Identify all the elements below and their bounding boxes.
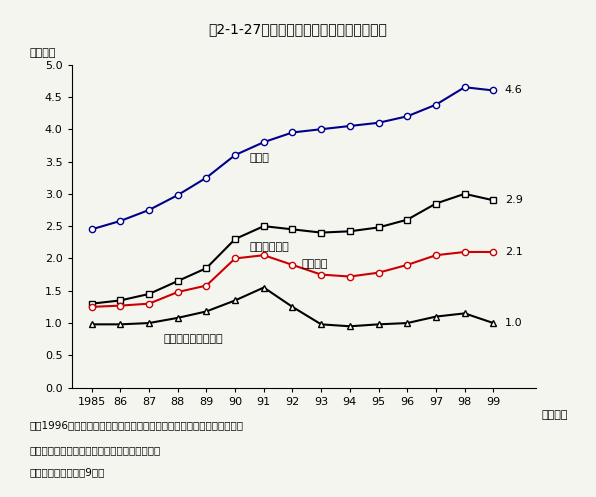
Text: 有形固定資産購入費: 有形固定資産購入費 bbox=[163, 334, 223, 344]
Text: 1.0: 1.0 bbox=[505, 318, 523, 328]
Text: （参照：付属資料（9））: （参照：付属資料（9）） bbox=[30, 467, 105, 477]
Text: 原材料費: 原材料費 bbox=[301, 258, 328, 268]
Text: 注）1996年度よりソフトウェア業が新たに調査対象業種となっている。: 注）1996年度よりソフトウェア業が新たに調査対象業種となっている。 bbox=[30, 420, 244, 430]
Text: 人件費: 人件費 bbox=[250, 153, 269, 164]
Text: （年度）: （年度） bbox=[541, 411, 567, 420]
Text: 第2-1-27図　会社等の費目別研究費の推移: 第2-1-27図 会社等の費目別研究費の推移 bbox=[209, 22, 387, 36]
Text: 資料：総務省統計局「科学技術研究調査報告」: 資料：総務省統計局「科学技術研究調査報告」 bbox=[30, 445, 161, 455]
Text: その他の経費: その他の経費 bbox=[250, 242, 289, 252]
Text: 2.1: 2.1 bbox=[505, 247, 523, 257]
Text: （兆円）: （兆円） bbox=[30, 48, 56, 58]
Text: 4.6: 4.6 bbox=[505, 85, 523, 95]
Text: 2.9: 2.9 bbox=[505, 195, 523, 205]
